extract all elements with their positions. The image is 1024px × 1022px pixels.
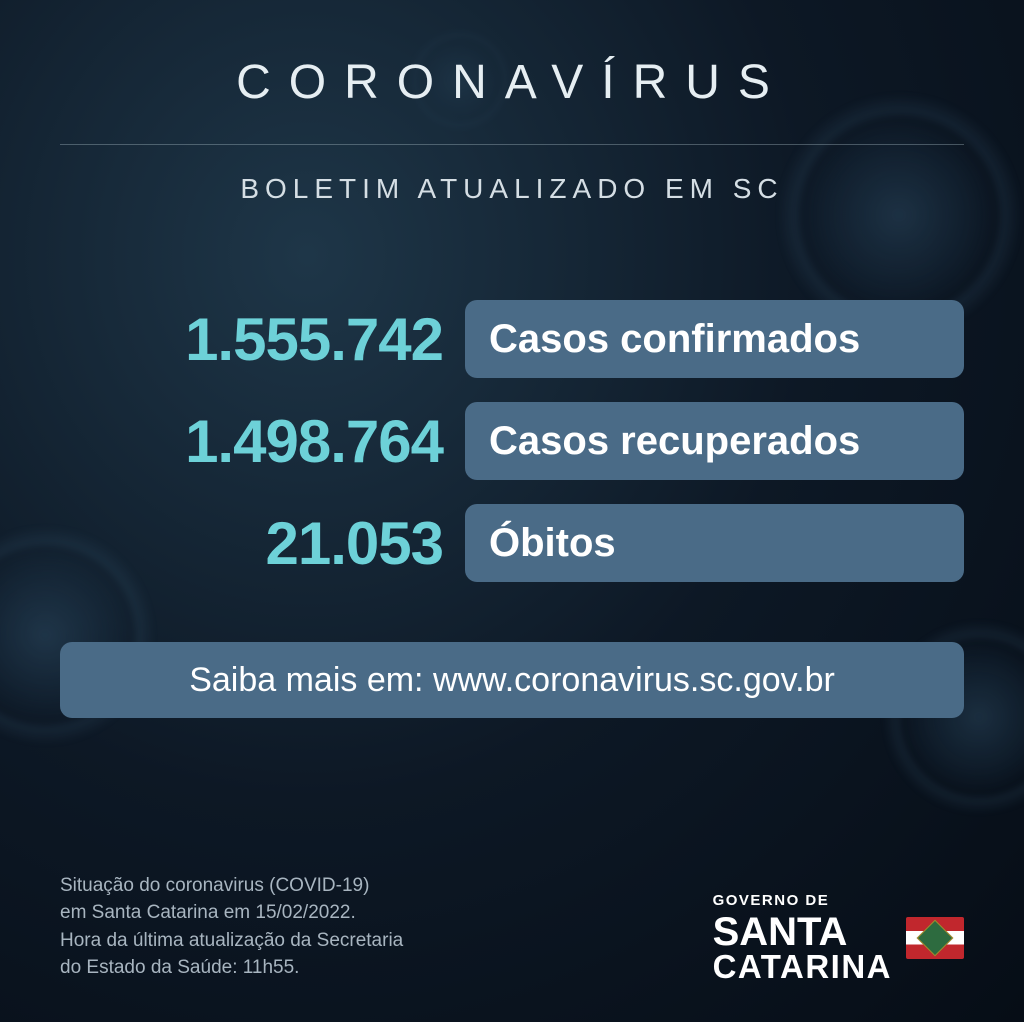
footer-line: Hora da última atualização da Secretaria [60, 930, 403, 951]
stat-value: 21.053 [60, 509, 465, 578]
stat-label: Casos recuperados [489, 419, 860, 464]
stat-row-confirmed: 1.555.742 Casos confirmados [60, 300, 964, 378]
link-prefix: Saiba mais em: [189, 661, 433, 699]
stat-value: 1.555.742 [60, 305, 465, 374]
footer-line: Situação do coronavirus (COVID-19) [60, 875, 369, 896]
bg-virus-decoration [804, 120, 994, 310]
logo-catarina: CATARINA [713, 951, 892, 982]
footer-line: do Estado da Saúde: 11h55. [60, 957, 299, 978]
title-divider [60, 144, 964, 145]
bulletin-container: CORONAVÍRUS BOLETIM ATUALIZADO EM SC 1.5… [0, 0, 1024, 1022]
link-url: www.coronavirus.sc.gov.br [433, 661, 835, 699]
santa-catarina-flag-icon [906, 917, 964, 959]
stat-label-box: Casos confirmados [465, 300, 964, 378]
logo-governo: GOVERNO DE [713, 894, 892, 908]
stat-label: Óbitos [489, 521, 616, 566]
more-info-box: Saiba mais em: www.coronavirus.sc.gov.br [60, 642, 964, 718]
stats-section: 1.555.742 Casos confirmados 1.498.764 Ca… [60, 300, 964, 582]
stat-row-deaths: 21.053 Óbitos [60, 504, 964, 582]
government-logo: GOVERNO DE SANTA CATARINA [713, 894, 964, 982]
stat-label-box: Casos recuperados [465, 402, 964, 480]
stat-value: 1.498.764 [60, 407, 465, 476]
main-title: CORONAVÍRUS [60, 55, 964, 110]
footer-status-text: Situação do coronavirus (COVID-19) em Sa… [60, 872, 403, 982]
stat-label: Casos confirmados [489, 317, 860, 362]
footer-line: em Santa Catarina em 15/02/2022. [60, 902, 356, 923]
logo-santa: SANTA [713, 913, 892, 951]
subtitle: BOLETIM ATUALIZADO EM SC [60, 173, 964, 205]
logo-text: GOVERNO DE SANTA CATARINA [713, 894, 892, 982]
footer: Situação do coronavirus (COVID-19) em Sa… [60, 872, 964, 982]
stat-row-recovered: 1.498.764 Casos recuperados [60, 402, 964, 480]
stat-label-box: Óbitos [465, 504, 964, 582]
more-info-text: Saiba mais em: www.coronavirus.sc.gov.br [189, 661, 835, 700]
